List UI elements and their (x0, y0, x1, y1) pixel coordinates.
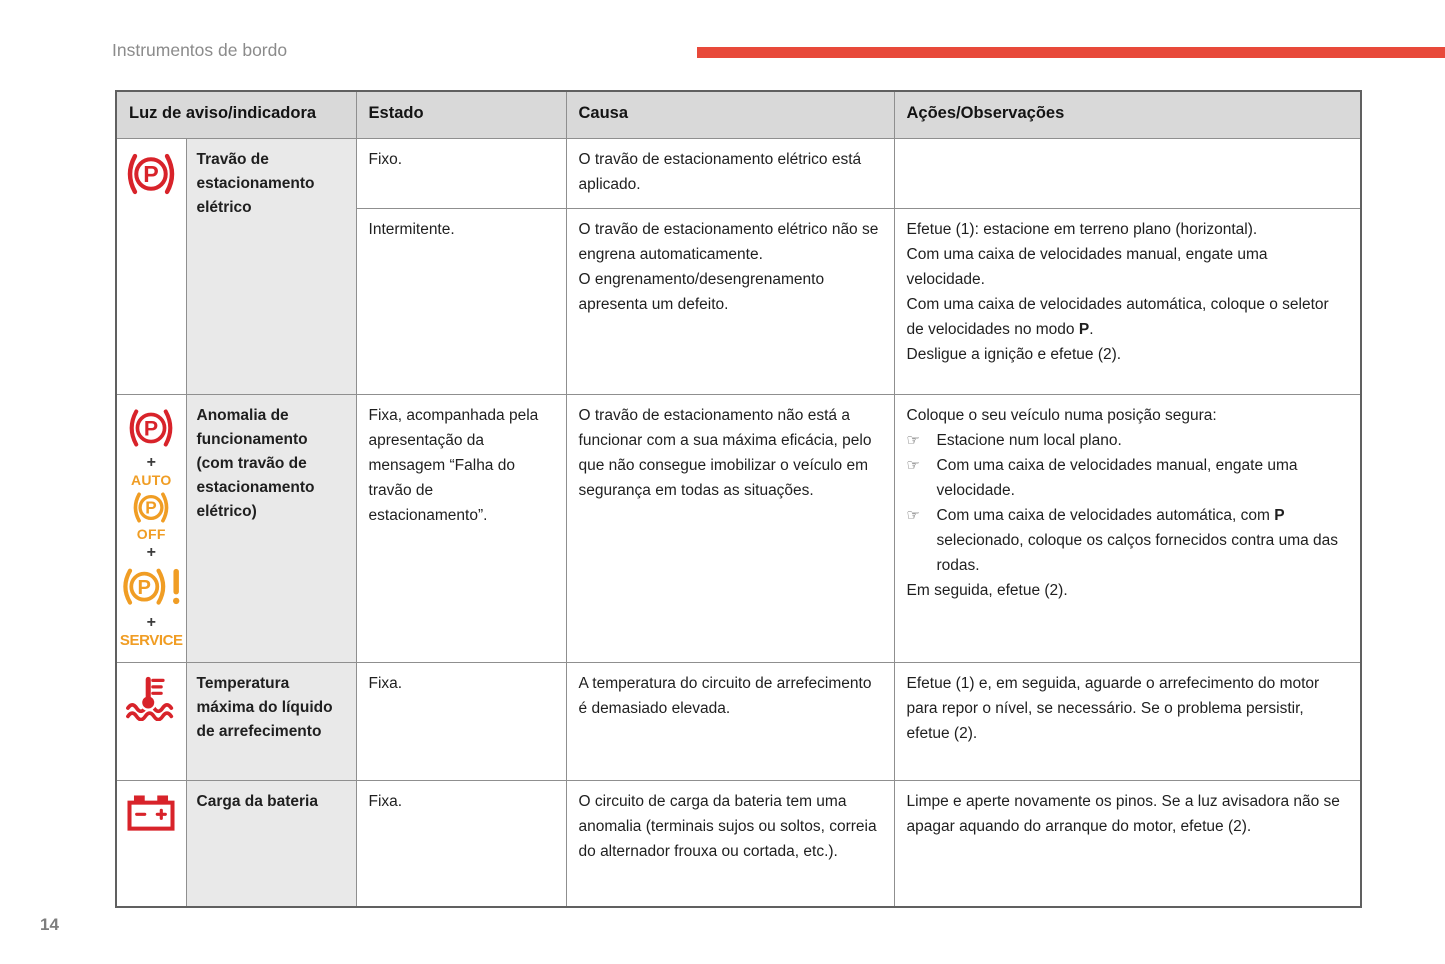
table-header-row: Luz de aviso/indicadora Estado Causa Açõ… (115, 90, 1362, 139)
warning-light-label: Anomalia de funcionamento (com travão de… (185, 393, 357, 663)
estado-cell: Fixo. (355, 137, 567, 209)
svg-text:P: P (146, 497, 157, 517)
auto-parking-brake-off-icon: AUTO P OFF (129, 471, 173, 542)
svg-text:P: P (144, 161, 159, 187)
warning-light-label: Temperatura máxima do líquido de arrefec… (185, 661, 357, 781)
warning-light-cell (115, 779, 187, 908)
acoes-bullet: ☞ Com uma caixa de velocidades manual, e… (907, 453, 1349, 503)
coolant-temperature-icon (126, 676, 174, 721)
acoes-outro: Em seguida, efetue (2). (906, 581, 1068, 599)
estado-cell: Fixa, acompanhada pela apresentação da m… (355, 393, 567, 663)
column-header-warning-light: Luz de aviso/indicadora (115, 90, 357, 139)
acoes-cell: Coloque o seu veículo numa posição segur… (893, 393, 1362, 663)
parking-brake-fault-icon: P (123, 568, 180, 605)
accent-bar (697, 47, 1445, 58)
warning-light-cell: P (115, 137, 187, 395)
page-number: 14 (40, 915, 59, 934)
table-row: P Travão de estacionamento elétrico Fixo… (115, 137, 1362, 395)
parking-brake-small-icon: P (133, 491, 169, 523)
off-label: OFF (136, 525, 166, 542)
column-header-estado: Estado (355, 90, 567, 139)
table-row: Intermitente. O travão de estacionamento… (116, 207, 1362, 395)
estado-cell: Intermitente. (355, 207, 567, 395)
service-label: SERVICE (119, 631, 183, 649)
acoes-bullet: ☞ Estacione num local plano. (907, 428, 1349, 453)
acoes-intro: Coloque o seu veículo numa posição segur… (906, 406, 1217, 424)
acoes-cell (893, 137, 1362, 209)
causa-cell: A temperatura do circuito de arrefecimen… (565, 661, 895, 781)
table-row: P + AUTO P OFF (115, 393, 1362, 663)
acoes-cell: Efetue (1): estacione em terreno plano (… (893, 207, 1362, 395)
plus-separator: + (146, 613, 156, 631)
causa-cell: O circuito de carga da bateria tem uma a… (565, 779, 895, 908)
causa-cell: O travão de estacionamento elétrico não … (565, 207, 895, 395)
warning-light-label: Travão de estacionamento elétrico (185, 137, 357, 395)
column-header-acoes: Ações/Observações (893, 90, 1362, 139)
causa-cell: O travão de estacionamento não está a fu… (565, 393, 895, 663)
page-title: Instrumentos de bordo (112, 40, 288, 60)
warning-lights-table: Luz de aviso/indicadora Estado Causa Açõ… (115, 90, 1363, 908)
acoes-cell: Limpe e aperte novamente os pinos. Se a … (893, 779, 1362, 908)
parking-brake-icon: P (129, 409, 173, 446)
plus-separator: + (146, 543, 156, 561)
estado-cell: Fixa. (355, 661, 567, 781)
auto-label: AUTO (130, 471, 172, 488)
estado-cell: Fixa. (355, 779, 567, 908)
table-row: Temperatura máxima do líquido de arrefec… (115, 661, 1362, 781)
parking-brake-icon: P (128, 153, 175, 194)
table-row: Carga da bateria Fixa. O circuito de car… (115, 779, 1362, 908)
pointing-hand-icon: ☞ (906, 430, 920, 449)
warning-light-cell (115, 661, 187, 781)
causa-cell: O travão de estacionamento elétrico está… (565, 137, 895, 209)
pointing-hand-icon: ☞ (906, 505, 920, 524)
svg-text:P: P (138, 576, 151, 598)
warning-light-cell: P + AUTO P OFF (115, 393, 187, 663)
acoes-cell: Efetue (1) e, em seguida, aguarde o arre… (893, 661, 1362, 781)
svg-text:P: P (144, 416, 158, 440)
plus-separator: + (146, 453, 156, 471)
pointing-hand-icon: ☞ (906, 455, 920, 474)
battery-charge-icon (127, 794, 175, 831)
warning-light-label: Carga da bateria (185, 779, 357, 908)
column-header-causa: Causa (565, 90, 895, 139)
acoes-bullet: ☞ Com uma caixa de velocidades automátic… (907, 503, 1349, 578)
